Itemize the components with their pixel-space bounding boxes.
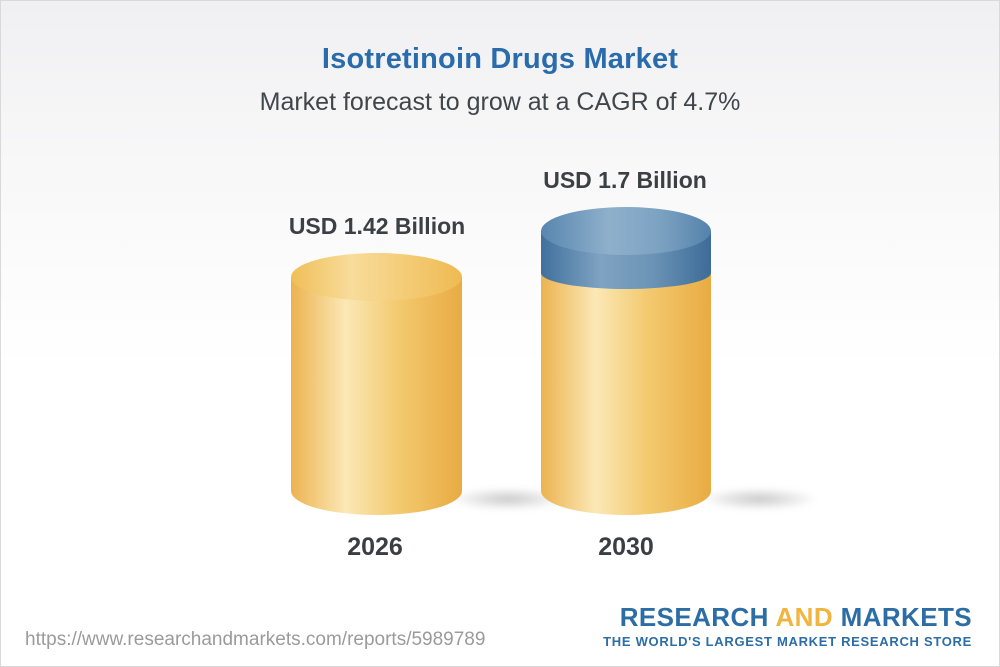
bar-value-label-2026: USD 1.42 Billion	[288, 213, 466, 239]
chart-title: Isotretinoin Drugs Market	[321, 43, 679, 75]
cylinder-body-gold	[541, 271, 711, 515]
x-axis-label-2026: 2026	[347, 533, 403, 561]
cylinder-top-face-gold	[291, 253, 462, 301]
report-url-text: https://www.researchandmarkets.com/repor…	[25, 629, 486, 650]
research-and-markets-logo: RESEARCH AND MARKETS THE WORLD'S LARGEST…	[603, 603, 972, 649]
bar-value-label-2030: USD 1.7 Billion	[543, 167, 707, 193]
bar-cylinder-2026	[291, 253, 462, 515]
logo-word-and: AND	[775, 602, 834, 632]
cylinder-top-face-blue	[541, 207, 711, 255]
x-axis-label-2030: 2030	[598, 533, 654, 561]
logo-word-markets: MARKETS	[833, 602, 972, 632]
logo-wordmark: RESEARCH AND MARKETS	[603, 603, 972, 632]
chart-subtitle: Market forecast to grow at a CAGR of 4.7…	[259, 88, 741, 116]
logo-tagline: THE WORLD'S LARGEST MARKET RESEARCH STOR…	[603, 633, 972, 649]
logo-word-research: RESEARCH	[619, 602, 776, 632]
bar-cylinder-2030	[541, 207, 711, 515]
cylinder-body-gold	[291, 277, 462, 515]
bar-shadow-2030	[698, 487, 820, 511]
